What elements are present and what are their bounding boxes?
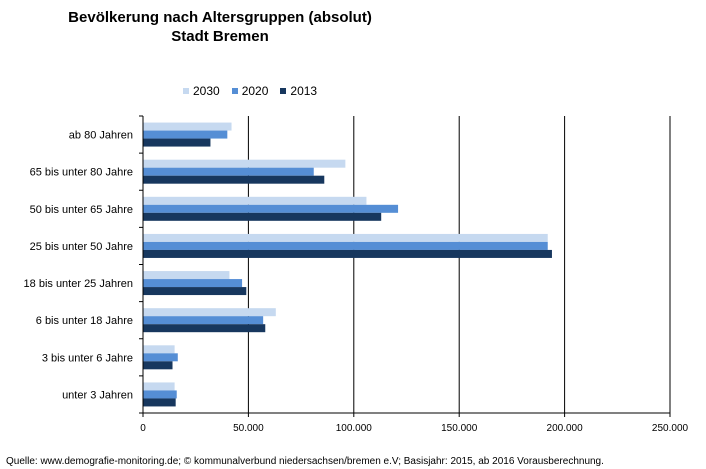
legend-swatch: [231, 88, 238, 94]
legend-item-2013: 2013: [280, 84, 317, 98]
bar-2030-2: [143, 196, 367, 205]
x-tick-label: 200.000: [547, 423, 584, 434]
category-label: 18 bis unter 25 Jahren: [24, 278, 133, 290]
legend-label: 2013: [290, 84, 318, 98]
x-tick-label: 150.000: [441, 423, 478, 434]
category-label: ab 80 Jahren: [69, 130, 133, 142]
legend-label: 2020: [241, 84, 269, 98]
category-label: unter 3 Jahren: [62, 389, 133, 401]
bar-2020-7: [143, 390, 177, 399]
bar-2030-5: [143, 308, 276, 317]
bar-2020-4: [143, 279, 243, 288]
chart-title-block: Bevölkerung nach Altersgruppen (absolut)…: [0, 8, 440, 46]
bar-2030-1: [143, 159, 346, 168]
category-label: 50 bis unter 65 Jahre: [30, 204, 133, 216]
bar-2020-5: [143, 316, 264, 325]
category-label: 6 bis unter 18 Jahre: [36, 315, 133, 327]
x-tick-label: 250.000: [652, 423, 689, 434]
legend-swatch: [280, 88, 287, 94]
legend-item-2030: 2030: [183, 84, 220, 98]
category-label: 3 bis unter 6 Jahre: [42, 352, 133, 364]
bar-2020-1: [143, 167, 314, 176]
bar-2013-6: [143, 361, 173, 370]
chart-title: Bevölkerung nach Altersgruppen (absolut): [68, 9, 372, 26]
legend-item-2020: 2020: [231, 84, 269, 98]
bar-2013-2: [143, 212, 382, 221]
bar-2030-0: [143, 122, 232, 131]
bar-2030-6: [143, 345, 175, 354]
bar-2013-3: [143, 249, 552, 258]
bar-2030-3: [143, 233, 548, 242]
category-label: 25 bis unter 50 Jahre: [30, 241, 133, 253]
x-tick-label: 100.000: [336, 423, 373, 434]
bar-2013-1: [143, 175, 325, 184]
bar-2020-3: [143, 241, 548, 250]
x-tick-label: 0: [140, 423, 146, 434]
bar-2020-2: [143, 204, 399, 213]
chart-subtitle: Stadt Bremen: [171, 28, 269, 45]
bar-2030-4: [143, 271, 230, 280]
x-tick-label: 50.000: [233, 423, 264, 434]
bar-2013-0: [143, 138, 211, 147]
legend-label: 2030: [193, 84, 220, 98]
category-label: 65 bis unter 80 Jahre: [30, 167, 133, 179]
bar-2013-4: [143, 287, 247, 296]
legend-swatch: [183, 88, 189, 94]
source-note: Quelle: www.demografie-monitoring.de; © …: [6, 456, 604, 467]
bar-2030-7: [143, 382, 175, 391]
bar-2013-5: [143, 324, 266, 333]
bar-2020-0: [143, 130, 228, 139]
bar-2013-7: [143, 398, 176, 407]
bar-2020-6: [143, 353, 178, 362]
chart-legend: 2030 2020 2013: [183, 84, 329, 98]
